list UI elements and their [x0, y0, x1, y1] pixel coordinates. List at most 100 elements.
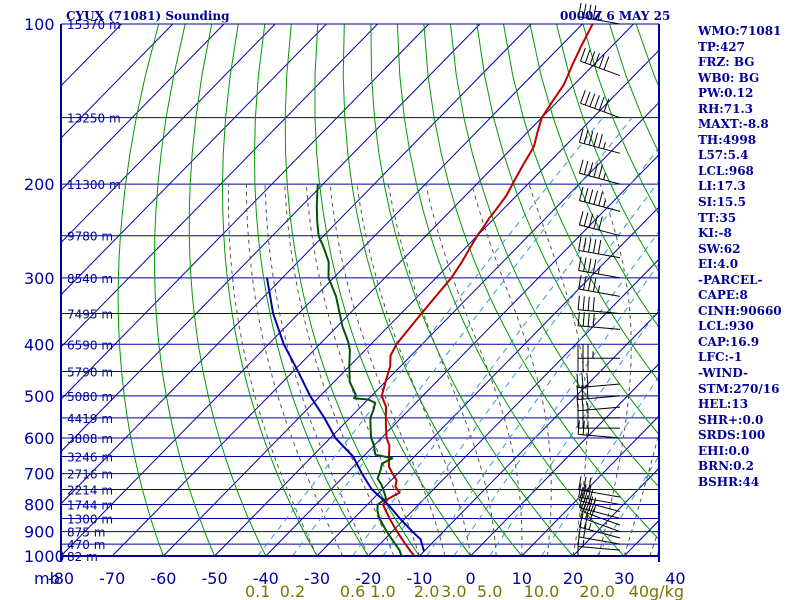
wind-barb-feather	[603, 56, 610, 70]
wind-barb	[578, 275, 621, 297]
index-item: WB0: BG	[698, 70, 760, 85]
wind-barb-staff	[578, 536, 621, 545]
pressure-tick-label: 400	[24, 335, 55, 354]
wind-barb	[580, 47, 621, 77]
wind-barb	[577, 344, 620, 359]
wind-barb-feather	[603, 98, 610, 113]
height-label: 3246 m	[67, 450, 113, 464]
isotherm-line	[61, 24, 276, 244]
isotherm-line	[265, 154, 659, 556]
pressure-unit-label: mb	[34, 569, 60, 588]
index-item: LCL:968	[698, 163, 754, 178]
dry-adiabat-line	[423, 24, 659, 541]
wind-barb-feather	[587, 258, 592, 273]
wind-barb-feather	[587, 477, 592, 492]
pressure-tick-label: 300	[24, 269, 55, 288]
wind-barb-feather	[594, 95, 600, 109]
wind-barb-feather	[593, 132, 599, 147]
wind-barb-feather	[592, 259, 597, 274]
wind-barb-feather	[598, 96, 605, 111]
wind-barb-staff	[579, 500, 621, 513]
wind-barb-feather	[597, 13, 601, 21]
moist-adiabat-line	[623, 431, 659, 556]
mixing-ratio-label: 40g/kg	[629, 582, 684, 600]
wind-barb-feather	[587, 428, 590, 436]
wind-barb-feather	[583, 488, 589, 503]
wind-barb-feather	[587, 4, 592, 19]
wind-barb-feather	[576, 385, 579, 400]
moist-adiabat-line	[598, 183, 632, 556]
temperature-tick-label: -70	[99, 569, 125, 588]
wind-barb-feather	[592, 277, 597, 292]
wind-barb-staff	[580, 510, 621, 526]
height-label: 6590 m	[67, 338, 113, 352]
wind-barb-feather	[592, 297, 595, 312]
wind-barb-staff	[579, 224, 621, 237]
dry-adiabat-line	[503, 24, 659, 383]
wind-barb-feather	[589, 51, 596, 65]
dry-adiabat-line	[314, 24, 472, 556]
wind-barb	[577, 295, 621, 314]
isotherm-line	[419, 310, 659, 556]
wind-barb-feather	[578, 2, 582, 17]
dry-adiabat-line	[449, 24, 659, 488]
height-label: 13250 m	[67, 112, 121, 126]
wind-barb	[578, 211, 621, 237]
mixing-ratio-line	[352, 146, 659, 556]
temperature-tick-label: 10	[512, 569, 532, 588]
index-item: LI:17.3	[698, 179, 746, 194]
wind-barb-feather	[587, 296, 590, 311]
index-item: CINH:90660	[698, 303, 782, 318]
pressure-tick-label: 700	[24, 465, 55, 484]
isotherm-line	[61, 24, 583, 556]
index-item: PW:0.12	[698, 86, 754, 101]
wind-barb	[578, 128, 621, 154]
wind-barb-feather	[586, 372, 589, 387]
wind-barb-feather	[588, 131, 594, 146]
isotherm-line	[521, 415, 659, 556]
moist-adiabat-line	[305, 184, 420, 556]
wind-barb-feather	[583, 476, 587, 491]
wind-barb-feather	[597, 285, 601, 293]
mixing-ratio-label: 20.0	[579, 582, 615, 600]
height-label: 2716 m	[67, 468, 113, 482]
chart-datetime: 0000Z 6 MAY 25	[560, 9, 671, 23]
wind-barb	[578, 2, 621, 25]
parcel-line	[266, 277, 425, 552]
index-item: BSHR:44	[698, 474, 760, 489]
mixing-ratio-label: 3.0	[441, 582, 466, 600]
wind-barb-feather	[603, 172, 606, 180]
wind-barb-feather	[582, 539, 585, 547]
moist-adiabat-line	[329, 184, 446, 556]
index-item: -PARCEL-	[698, 272, 763, 287]
wind-barb-feather	[580, 89, 586, 104]
mixing-ratio-label: 1.0	[370, 582, 395, 600]
height-label: 3808 m	[67, 432, 113, 446]
wind-barb-feather	[583, 212, 589, 227]
isotherm-line	[163, 49, 659, 556]
wind-barb-feather	[583, 276, 587, 290]
isotherm-line	[61, 24, 378, 348]
moist-adiabat-line	[264, 184, 369, 556]
index-item: BRN:0.2	[698, 459, 754, 474]
wind-barb-staff	[578, 489, 621, 498]
wind-barb	[577, 420, 621, 439]
wind-barb-feather	[598, 133, 603, 148]
wind-barb-feather	[598, 192, 603, 206]
temperature-tick-label: -80	[48, 569, 74, 588]
wind-barb-feather	[576, 373, 579, 388]
dry-adiabat-line	[396, 24, 625, 556]
wind-barb	[578, 513, 621, 539]
wind-barb-feather	[578, 275, 582, 290]
isotherm-line	[61, 24, 327, 296]
wind-barb-feather	[578, 475, 582, 490]
isotherm-line	[61, 24, 481, 453]
wind-barb-staff	[578, 288, 621, 297]
height-label: 5790 m	[67, 366, 113, 380]
temperature-tick-label: -20	[355, 569, 381, 588]
wind-barb-feather	[583, 523, 587, 538]
wind-barb-staff	[578, 309, 621, 314]
isotherm-line	[111, 24, 634, 556]
moist-adiabat-line	[356, 184, 472, 556]
temperature-line	[380, 24, 594, 556]
